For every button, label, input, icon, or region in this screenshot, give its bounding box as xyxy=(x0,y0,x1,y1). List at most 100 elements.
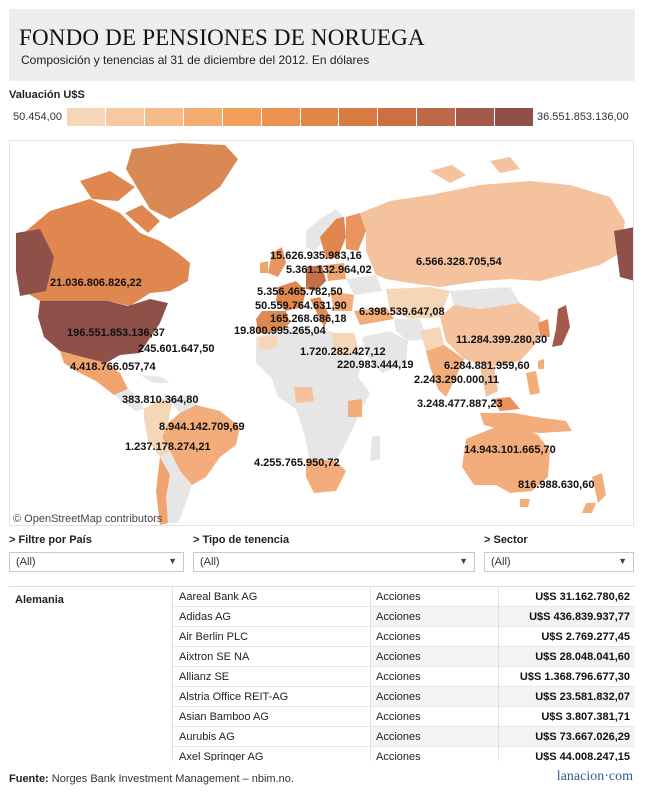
country-nigeria[interactable] xyxy=(294,387,314,403)
country-greenland[interactable] xyxy=(126,143,238,219)
country-finland[interactable] xyxy=(346,213,366,251)
filter-holding-type-select[interactable]: (All) ▼ xyxy=(193,552,475,572)
map-label-south-africa: 4.255.765.950,72 xyxy=(254,457,340,469)
map-canvas xyxy=(16,143,634,525)
logo-main: lanacion xyxy=(556,769,605,784)
country-canada[interactable] xyxy=(20,199,190,306)
country-poland[interactable] xyxy=(326,263,346,281)
country-sweden[interactable] xyxy=(320,217,346,259)
country-iran[interactable] xyxy=(394,319,428,341)
country-china[interactable] xyxy=(440,303,540,367)
country-morocco[interactable] xyxy=(258,335,278,351)
table-row[interactable]: Aareal Bank AG Acciones U$S 31.162.780,62 xyxy=(172,587,635,607)
country-mongolia[interactable] xyxy=(450,287,520,309)
brand-logo[interactable]: lanacion·com xyxy=(557,769,633,785)
country-taiwan[interactable] xyxy=(538,359,544,369)
map-label-russia: 6.566.328.705,54 xyxy=(416,256,502,268)
country-central-america[interactable] xyxy=(114,389,144,411)
country-philippines[interactable] xyxy=(526,371,540,395)
country-italy[interactable] xyxy=(310,297,330,327)
page-subtitle: Composición y tenencias al 31 de diciemb… xyxy=(21,53,370,67)
country-madagascar[interactable] xyxy=(370,435,380,461)
table-row[interactable]: Asian Bamboo AG Acciones U$S 3.807.381,71 xyxy=(172,707,635,727)
filter-sector-label[interactable]: > Sector xyxy=(484,534,528,546)
country-uk[interactable] xyxy=(268,247,286,277)
holding-type-cell: Acciones xyxy=(370,747,498,761)
country-tasmania[interactable] xyxy=(520,499,530,507)
country-russia[interactable] xyxy=(360,181,625,287)
table-row[interactable]: Adidas AG Acciones U$S 436.839.937,77 xyxy=(172,607,635,627)
country-korea[interactable] xyxy=(538,319,550,337)
header: FONDO DE PENSIONES DE NORUEGA Composició… xyxy=(9,9,635,81)
country-pakistan[interactable] xyxy=(420,327,444,351)
country-caribbean[interactable] xyxy=(140,375,170,383)
table-row[interactable]: Alstria Office REIT-AG Acciones U$S 23.581… xyxy=(172,687,635,707)
country-australia[interactable] xyxy=(462,427,550,493)
map-label-new-zealand: 816.988.630,60 xyxy=(518,479,595,491)
legend-swatch xyxy=(183,108,222,126)
country-thailand[interactable] xyxy=(480,367,498,397)
value-cell: U$S 2.769.277,45 xyxy=(498,627,635,646)
country-malaysia[interactable] xyxy=(492,397,520,411)
country-argentina[interactable] xyxy=(166,471,192,523)
holding-type-cell: Acciones xyxy=(370,687,498,706)
country-turkey[interactable] xyxy=(354,307,394,325)
company-cell: Air Berlin PLC xyxy=(172,627,370,646)
country-india[interactable] xyxy=(426,345,464,397)
filter-holding-type-label[interactable]: > Tipo de tenencia xyxy=(193,534,290,546)
value-cell: U$S 28.048.041,60 xyxy=(498,647,635,666)
company-cell: Adidas AG xyxy=(172,607,370,626)
map-label-australia: 14.943.101.665,70 xyxy=(464,444,556,456)
filter-country-select[interactable]: (All) ▼ xyxy=(9,552,184,572)
map-label-spain: 19.800.995.265,04 xyxy=(234,325,326,337)
holding-type-cell: Acciones xyxy=(370,667,498,686)
footer-source-label: Fuente: xyxy=(9,773,49,785)
country-new-zealand[interactable] xyxy=(582,473,606,513)
country-mexico[interactable] xyxy=(60,351,128,395)
country-chile[interactable] xyxy=(156,457,170,525)
map-attribution[interactable]: © OpenStreetMap contributors xyxy=(13,513,163,525)
country-saudi[interactable] xyxy=(362,331,408,373)
country-spain[interactable] xyxy=(256,311,290,335)
legend-swatch xyxy=(339,108,378,126)
holdings-table[interactable]: Alemania Aareal Bank AG Acciones U$S 31.16… xyxy=(9,586,635,761)
country-kazakhstan[interactable] xyxy=(386,287,450,319)
table-row[interactable]: Air Berlin PLC Acciones U$S 2.769.277,45 xyxy=(172,627,635,647)
country-japan[interactable] xyxy=(552,305,570,347)
company-cell: Axel Springer AG xyxy=(172,747,370,761)
country-kenya[interactable] xyxy=(348,399,362,417)
value-cell: U$S 31.162.780,62 xyxy=(498,587,635,606)
map-label-china: 6.284.881.959,60 xyxy=(444,360,530,372)
country-usa[interactable] xyxy=(38,299,168,363)
country-peru[interactable] xyxy=(144,419,170,457)
country-russia-islands[interactable] xyxy=(430,157,520,183)
country-germany[interactable] xyxy=(306,265,326,291)
map-label-bermuda: 245.601.647,50 xyxy=(138,343,215,355)
country-ukraine[interactable] xyxy=(346,275,382,295)
country-south-africa[interactable] xyxy=(306,459,346,493)
country-colombia[interactable] xyxy=(144,399,172,427)
country-canada-arctic[interactable] xyxy=(80,171,160,233)
company-cell: Alstria Office REIT-AG xyxy=(172,687,370,706)
country-brazil[interactable] xyxy=(162,405,240,485)
filter-country-label[interactable]: > Filtre por País xyxy=(9,534,92,546)
country-bolivia[interactable] xyxy=(160,451,180,475)
filter-sector-select[interactable]: (All) ▼ xyxy=(484,552,634,572)
table-row[interactable]: Aixtron SE NA Acciones U$S 28.048.041,60 xyxy=(172,647,635,667)
country-chukotka[interactable] xyxy=(614,227,634,281)
world-map[interactable]: 21.036.806.826,22 196.551.853.136,37 245… xyxy=(9,140,634,526)
country-france[interactable] xyxy=(276,281,306,311)
country-alaska[interactable] xyxy=(16,229,54,296)
holding-type-cell: Acciones xyxy=(370,607,498,626)
map-label-uae: 220.983.444,19 xyxy=(337,359,414,371)
table-row[interactable]: Aurubis AG Acciones U$S 73.667.026,29 xyxy=(172,727,635,747)
country-ireland[interactable] xyxy=(260,261,268,273)
table-row[interactable]: Axel Springer AG Acciones U$S 44.008.247,1… xyxy=(172,747,635,761)
country-norway[interactable] xyxy=(306,209,344,251)
country-balkans[interactable] xyxy=(330,291,354,311)
legend-swatch xyxy=(456,108,495,126)
map-label-chile: 1.237.178.274,21 xyxy=(125,441,211,453)
table-row[interactable]: Allianz SE Acciones U$S 1.368.796.677,30 xyxy=(172,667,635,687)
country-egypt[interactable] xyxy=(332,333,360,355)
country-venezuela[interactable] xyxy=(160,395,196,413)
